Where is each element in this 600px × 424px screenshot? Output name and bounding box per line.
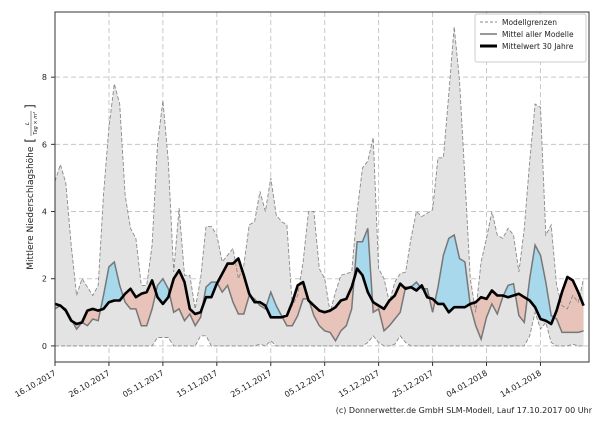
plot-area — [55, 26, 585, 347]
x-tick-label: 04.01.2018 — [445, 369, 489, 400]
below-climate-fill — [55, 258, 584, 341]
y-tick-label: 8 — [42, 73, 47, 82]
legend-label-bounds: Modellgrenzen — [502, 18, 557, 27]
lower-bound-line — [55, 310, 584, 347]
plot-frame — [54, 11, 590, 363]
x-tick-label: 25.12.2017 — [391, 369, 435, 400]
x-tick-label: 16.10.2017 — [13, 369, 57, 400]
bracket-close: ] — [23, 104, 37, 109]
x-tick-label: 15.11.2017 — [175, 369, 219, 400]
footer-credit: (c) Donnerwetter.de GmbH SLM-Modell, Lau… — [336, 406, 593, 415]
upper-bound-line — [55, 26, 585, 313]
x-tick-label: 26.10.2017 — [67, 369, 111, 400]
legend-label-climate-mean: Mittelwert 30 Jahre — [502, 42, 574, 51]
y-tick-label: 0 — [42, 342, 47, 351]
y-axis-title: Mittlere Niederschlagshöhe — [26, 146, 36, 270]
x-tick-label: 05.12.2017 — [283, 369, 327, 400]
model-mean-line — [55, 228, 584, 343]
y-axis-label: Mittlere Niederschlagshöhe [ L Tag × m² … — [23, 104, 39, 270]
x-tick-label: 14.01.2018 — [499, 369, 543, 400]
legend-label-model-mean: Mittel aller Modelle — [502, 30, 574, 39]
unit-denominator: Tag × m² — [33, 112, 39, 135]
y-tick-label: 4 — [42, 208, 47, 217]
x-tick-label: 25.11.2017 — [229, 369, 273, 400]
x-tick-label: 05.11.2017 — [121, 369, 165, 400]
legend: Modellgrenzen Mittel aller Modelle Mitte… — [474, 13, 587, 63]
unit-numerator: L — [25, 122, 31, 125]
x-tick-label: 15.12.2017 — [337, 369, 381, 400]
legend-box — [474, 13, 587, 63]
y-tick-label: 2 — [42, 275, 47, 284]
bracket-open: [ — [23, 138, 37, 143]
y-tick-label: 6 — [42, 140, 47, 149]
climate-mean-line — [55, 257, 585, 326]
